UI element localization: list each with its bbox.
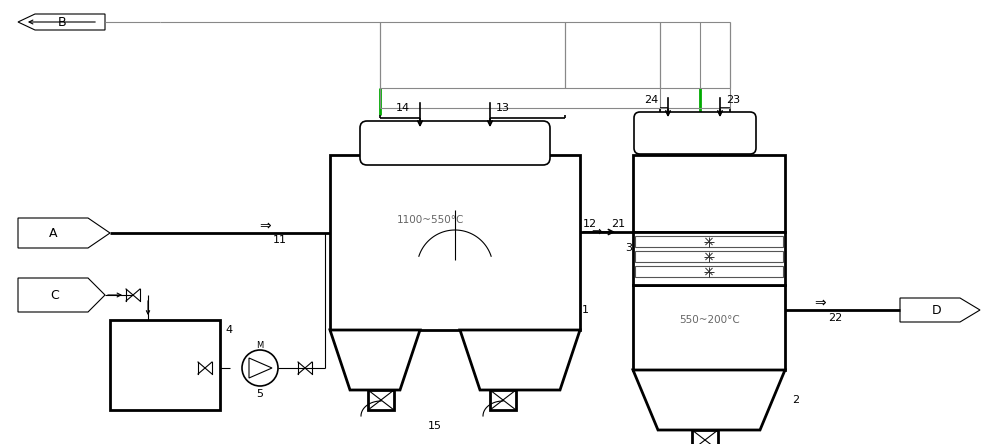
Bar: [490, 390, 516, 410]
Text: 1: 1: [582, 305, 589, 315]
Text: D: D: [932, 304, 942, 317]
Polygon shape: [249, 358, 272, 378]
Text: M: M: [256, 341, 264, 349]
Text: 12: 12: [583, 219, 597, 229]
Text: 11: 11: [273, 235, 287, 245]
Text: 5: 5: [256, 389, 264, 399]
Text: 22: 22: [828, 313, 842, 323]
Text: C: C: [51, 289, 59, 301]
Text: ⇒: ⇒: [814, 296, 826, 310]
Text: 15: 15: [428, 421, 442, 431]
Bar: [635, 251, 783, 262]
Text: A: A: [49, 226, 57, 239]
Text: 3: 3: [625, 243, 632, 253]
Text: 24: 24: [644, 95, 658, 105]
Polygon shape: [460, 330, 580, 390]
Bar: [633, 285, 785, 370]
Text: ⇒: ⇒: [592, 226, 602, 238]
Bar: [633, 155, 785, 232]
Text: 13: 13: [496, 103, 510, 113]
Text: B: B: [58, 16, 66, 28]
Text: ⇒: ⇒: [259, 219, 271, 233]
Polygon shape: [633, 370, 785, 430]
Bar: [635, 236, 783, 247]
Polygon shape: [18, 14, 105, 30]
Bar: [635, 266, 783, 277]
Bar: [692, 430, 718, 444]
Polygon shape: [18, 218, 110, 248]
FancyBboxPatch shape: [360, 121, 550, 165]
Text: 550~200°C: 550~200°C: [680, 315, 740, 325]
Bar: [368, 390, 394, 410]
Polygon shape: [330, 330, 420, 390]
Text: 2: 2: [792, 395, 799, 405]
Bar: [110, 320, 220, 410]
Text: 21: 21: [611, 219, 625, 229]
Text: 4: 4: [225, 325, 232, 335]
Polygon shape: [18, 278, 105, 312]
Text: 14: 14: [396, 103, 410, 113]
Polygon shape: [900, 298, 980, 322]
Bar: [330, 155, 580, 330]
Text: 1100~550°C: 1100~550°C: [396, 215, 464, 225]
Text: 23: 23: [726, 95, 740, 105]
FancyBboxPatch shape: [634, 112, 756, 154]
Bar: [633, 232, 785, 285]
